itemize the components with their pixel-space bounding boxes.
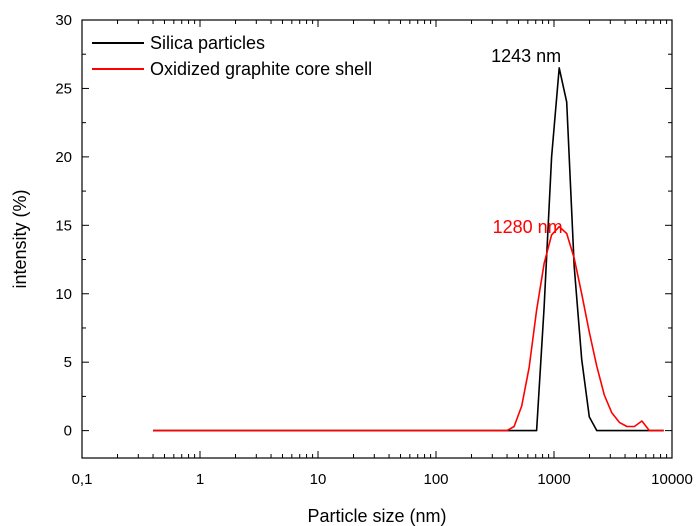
y-tick-label: 15	[55, 217, 72, 234]
legend-label: Oxidized graphite core shell	[150, 59, 372, 79]
y-tick-label: 0	[64, 423, 72, 440]
annotations: 1243 nm 1280 nm	[491, 46, 563, 237]
x-tick-label: 10000	[651, 471, 693, 488]
x-axis: 0,1 1 10 100 1000 10000	[72, 20, 693, 488]
y-tick-label: 20	[55, 149, 72, 166]
y-tick-label: 10	[55, 286, 72, 303]
plot-frame	[81, 19, 673, 459]
series-line-1	[153, 225, 664, 432]
legend: Silica particles Oxidized graphite core s…	[92, 33, 372, 79]
x-tick-label: 1	[196, 471, 204, 488]
x-axis-title: Particle size (nm)	[307, 506, 446, 526]
y-tick-label: 5	[64, 354, 72, 371]
x-tick-label: 0,1	[72, 471, 93, 488]
x-tick-label: 1000	[537, 471, 570, 488]
x-tick-label: 100	[423, 471, 448, 488]
legend-label: Silica particles	[150, 33, 265, 53]
annotation-label: 1243 nm	[491, 46, 561, 66]
series-line-0	[153, 67, 664, 432]
series-group	[153, 67, 664, 432]
y-axis: 0 5 10 15 20 25 30	[55, 12, 672, 440]
y-tick-label: 30	[55, 12, 72, 29]
annotation-label: 1280 nm	[493, 217, 563, 237]
x-tick-label: 10	[310, 471, 327, 488]
y-axis-title: intensity (%)	[10, 189, 30, 288]
y-tick-label: 25	[55, 80, 72, 97]
